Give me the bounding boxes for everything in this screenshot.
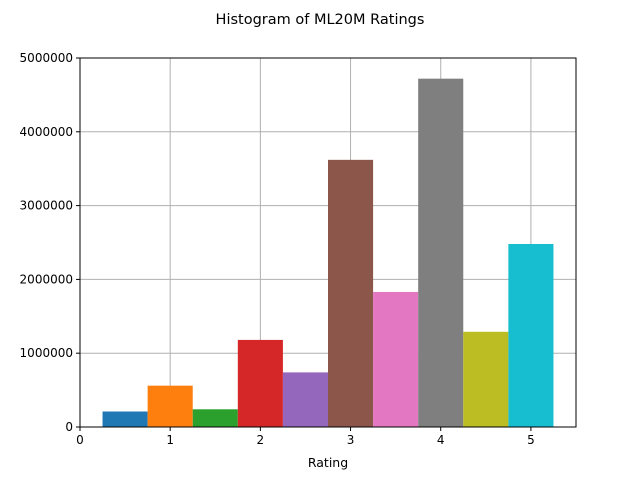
- x-tick-label: 0: [76, 433, 84, 447]
- histogram-bar: [328, 159, 374, 427]
- histogram-bar: [463, 331, 509, 427]
- histogram-bar: [418, 78, 464, 427]
- y-tick-label: 1000000: [20, 346, 73, 360]
- x-tick-label: 3: [347, 433, 355, 447]
- x-axis-label: Rating: [308, 455, 348, 470]
- x-tick-label: 2: [257, 433, 265, 447]
- x-tick-label: 1: [166, 433, 174, 447]
- y-tick-label: 3000000: [20, 199, 73, 213]
- histogram-bar: [373, 291, 419, 427]
- x-tick-label: 4: [437, 433, 445, 447]
- x-tick-label: 5: [527, 433, 535, 447]
- plot-frame: [79, 57, 577, 428]
- y-tick-label: 5000000: [20, 51, 73, 65]
- y-tick-label: 4000000: [20, 125, 73, 139]
- ticks-layer: 0 1 2 3 4 5 0 1000000 2000000 3000000 4000000 50000…: [20, 51, 535, 447]
- histogram-bar: [282, 372, 328, 427]
- histogram-bar: [237, 339, 283, 427]
- chart-title: Histogram of ML20M Ratings: [216, 12, 425, 28]
- y-tick-label: 0: [65, 420, 73, 434]
- y-tick-label: 2000000: [20, 272, 73, 286]
- histogram-bar: [147, 385, 193, 427]
- histogram-bar: [102, 411, 148, 427]
- bars-layer: [102, 78, 554, 427]
- histogram-bar: [508, 243, 554, 427]
- histogram-bar: [192, 409, 238, 427]
